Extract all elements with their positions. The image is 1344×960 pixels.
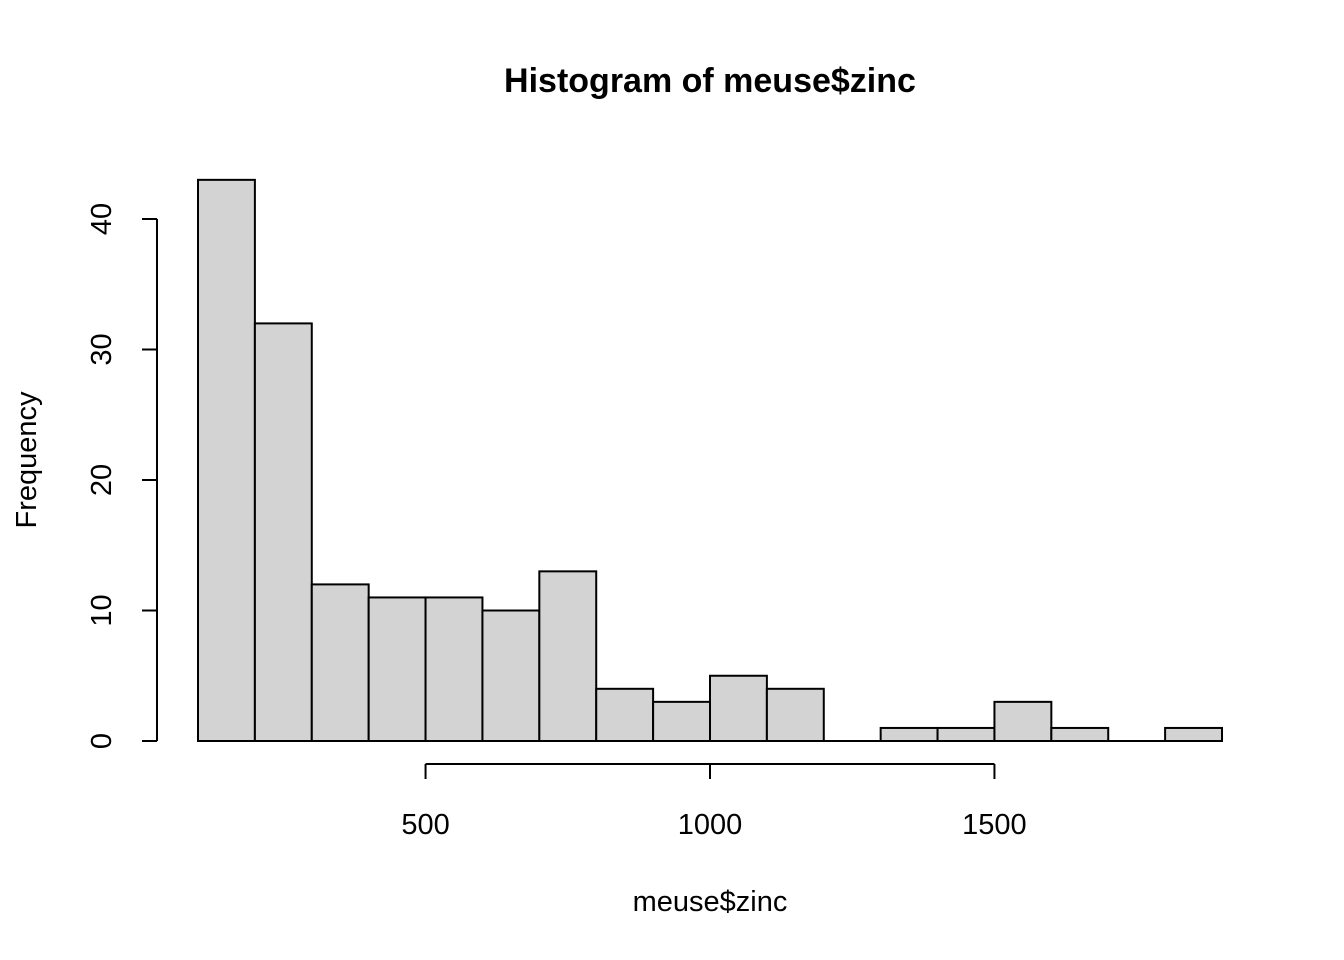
histogram-bar bbox=[481, 609, 541, 742]
chart-title: Histogram of meuse$zinc bbox=[504, 62, 916, 100]
histogram-bar bbox=[936, 726, 996, 743]
histogram-bar bbox=[197, 178, 256, 743]
histogram-bar bbox=[538, 570, 598, 742]
x-tick-label: 500 bbox=[401, 809, 449, 841]
x-tick-label: 1500 bbox=[962, 809, 1027, 841]
histogram-bar bbox=[424, 596, 484, 743]
x-tick-label: 1000 bbox=[678, 809, 743, 841]
histogram-bar bbox=[310, 583, 370, 743]
y-axis: 0 10 20 30 40 bbox=[86, 203, 158, 749]
histogram-bar bbox=[595, 687, 655, 742]
histogram-bar bbox=[1050, 726, 1110, 743]
histogram-bar bbox=[993, 700, 1053, 742]
x-axis: 500 1000 1500 bbox=[401, 763, 1027, 841]
y-tick-label: 0 bbox=[86, 733, 118, 749]
y-tick-label: 20 bbox=[86, 464, 118, 496]
x-axis-label: meuse$zinc bbox=[633, 886, 788, 918]
y-tick-label: 40 bbox=[86, 203, 118, 235]
bars-group bbox=[197, 178, 1223, 743]
histogram-bar bbox=[367, 596, 427, 743]
histogram-bar bbox=[709, 674, 768, 742]
histogram-bar bbox=[1164, 726, 1223, 743]
histogram-bar bbox=[879, 726, 939, 743]
y-tick-label: 30 bbox=[86, 333, 118, 365]
histogram-bar bbox=[765, 687, 825, 742]
y-axis-label: Frequency bbox=[11, 391, 43, 529]
histogram-bar bbox=[253, 322, 313, 742]
y-tick-label: 10 bbox=[86, 594, 118, 626]
histogram-bar bbox=[652, 700, 711, 742]
